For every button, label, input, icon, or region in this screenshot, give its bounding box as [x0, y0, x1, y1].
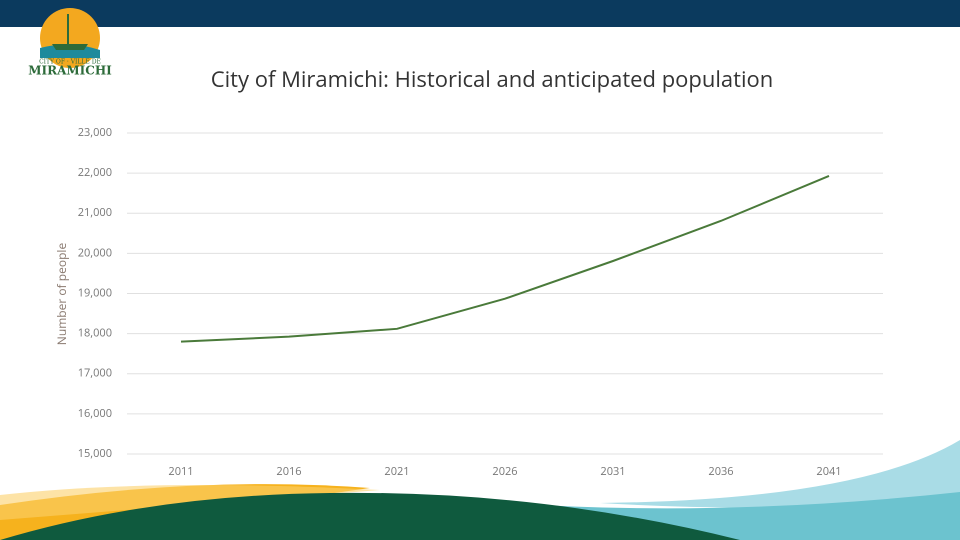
- y-tick-label: 16,000: [78, 406, 112, 421]
- top-bar: [0, 0, 960, 27]
- wave-green: [0, 492, 740, 540]
- x-tick-label: 2021: [384, 464, 409, 479]
- x-tick-label: 2011: [168, 464, 193, 479]
- y-tick-label: 17,000: [78, 366, 112, 381]
- y-tick-label: 18,000: [78, 326, 112, 341]
- x-tick-label: 2026: [492, 464, 517, 479]
- logo-name: MIRAMICHI: [28, 64, 112, 78]
- x-tick-label: 2031: [600, 464, 625, 479]
- x-tick-label: 2016: [276, 464, 301, 479]
- wave-light-blue: [600, 440, 960, 508]
- y-tick-label: 22,000: [78, 165, 112, 180]
- chart-title: City of Miramichi: Historical and antici…: [211, 64, 774, 94]
- logo-top-text: CITY OF · VILLE DE: [39, 59, 101, 66]
- decoration: [0, 440, 960, 540]
- y-tick-label: 19,000: [78, 285, 112, 300]
- logo-boat: [52, 44, 88, 50]
- plot: 15,000 16,000 17,000 18,000 19,000 20,000 21,0…: [78, 125, 883, 479]
- y-tick-label: 20,000: [78, 245, 112, 260]
- x-tick-label: 2041: [816, 464, 841, 479]
- y-tick-label: 15,000: [78, 446, 112, 461]
- y-tick-label: 21,000: [78, 205, 112, 220]
- logo: CITY OF · VILLE DE MIRAMICHI: [28, 8, 112, 78]
- y-tick-label: 23,000: [78, 125, 112, 140]
- series-line: [180, 175, 830, 343]
- y-axis-label: Number of people: [53, 243, 70, 346]
- x-tick-label: 2036: [708, 464, 733, 479]
